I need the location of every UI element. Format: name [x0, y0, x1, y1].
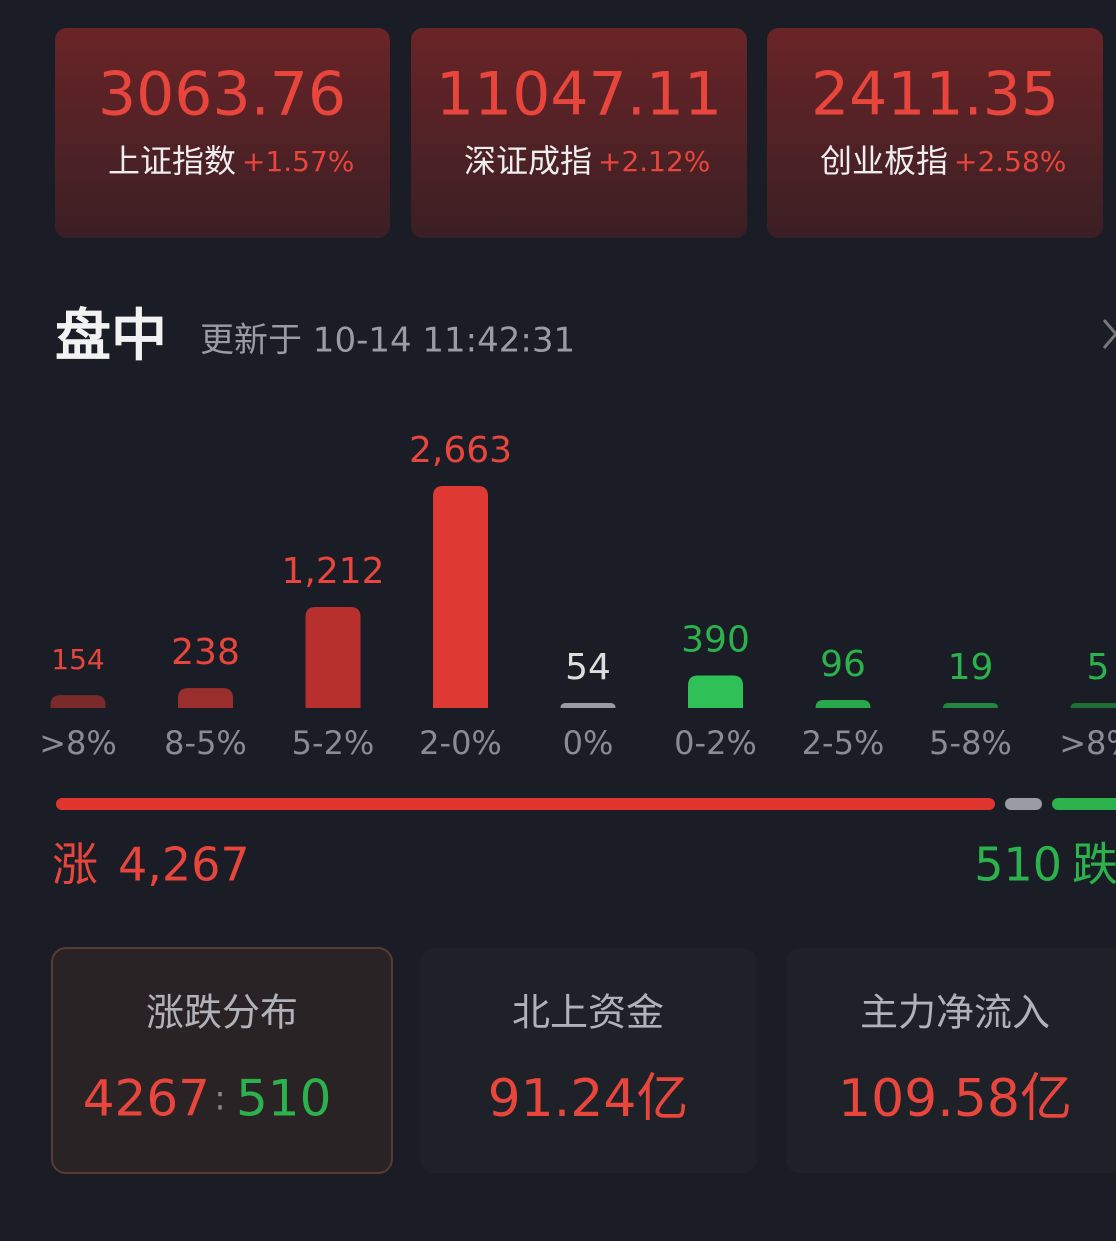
update-time: 更新于 10-14 11:42:31 [200, 321, 575, 361]
category-label: >8% [1059, 724, 1116, 762]
breadth-bar [56, 798, 1116, 810]
value-label: 390 [681, 619, 750, 660]
separator: : [214, 1079, 225, 1119]
bar [560, 703, 616, 708]
down-count: 510 [974, 838, 1062, 892]
index-change: +2.58% [954, 145, 1066, 178]
stat-card[interactable] [420, 948, 757, 1173]
category-label: >8% [39, 724, 117, 762]
bar [178, 688, 233, 708]
distribution-chart: 154 >8% 238 8-5% 1,212 5-2% 2,663 2-0% 54 0% 390 0-… [39, 430, 1116, 762]
category-label: 5-2% [292, 724, 375, 762]
down-label: 跌 [1072, 838, 1116, 892]
index-name: 上证指数 [108, 142, 236, 180]
index-name: 创业板指 [820, 142, 948, 180]
bar [943, 703, 998, 708]
value-label: 2,663 [409, 430, 512, 471]
section-title: 盘中 [55, 304, 167, 369]
stat-value: 109.58亿 [838, 1069, 1072, 1129]
breadth-segment [1052, 798, 1116, 810]
category-label: 5-8% [929, 724, 1012, 762]
stat-card[interactable] [786, 948, 1116, 1173]
category-label: 0-2% [674, 724, 757, 762]
index-name: 深证成指 [464, 142, 592, 180]
index-value: 11047.11 [436, 60, 722, 130]
bar [688, 675, 743, 708]
breadth-segment [56, 798, 995, 810]
category-label: 0% [563, 724, 614, 762]
breadth-segment [1005, 798, 1042, 810]
index-change: +2.12% [598, 145, 710, 178]
value-label: 5 [1087, 647, 1110, 688]
category-label: 2-5% [802, 724, 885, 762]
stat-up: 4267 [83, 1070, 210, 1128]
stat-down: 510 [236, 1070, 331, 1128]
bar [305, 606, 361, 708]
index-value: 2411.35 [811, 60, 1059, 130]
bar [1070, 703, 1116, 708]
value-label: 96 [820, 644, 866, 685]
value-label: 54 [565, 647, 611, 688]
bar [815, 699, 871, 708]
value-label: 1,212 [281, 551, 384, 592]
index-card[interactable] [55, 28, 390, 238]
index-card[interactable] [411, 28, 747, 238]
up-count: 4,267 [118, 838, 250, 892]
chevron[interactable] [1102, 319, 1116, 349]
index-value: 3063.76 [98, 60, 346, 130]
category-label: 8-5% [164, 724, 247, 762]
index-card[interactable] [767, 28, 1103, 238]
value-label: 154 [51, 643, 104, 676]
index-change: +1.57% [242, 145, 354, 178]
value-label: 238 [171, 632, 240, 673]
stat-title: 涨跌分布 [146, 991, 298, 1035]
stat-title: 北上资金 [512, 991, 664, 1035]
stat-card[interactable] [51, 947, 393, 1174]
up-label: 涨 [52, 838, 98, 892]
bar [433, 486, 488, 708]
value-label: 19 [948, 647, 994, 688]
stat-title: 主力净流入 [860, 991, 1050, 1035]
category-label: 2-0% [419, 724, 502, 762]
bar [50, 695, 106, 708]
stat-value: 91.24亿 [488, 1069, 689, 1129]
